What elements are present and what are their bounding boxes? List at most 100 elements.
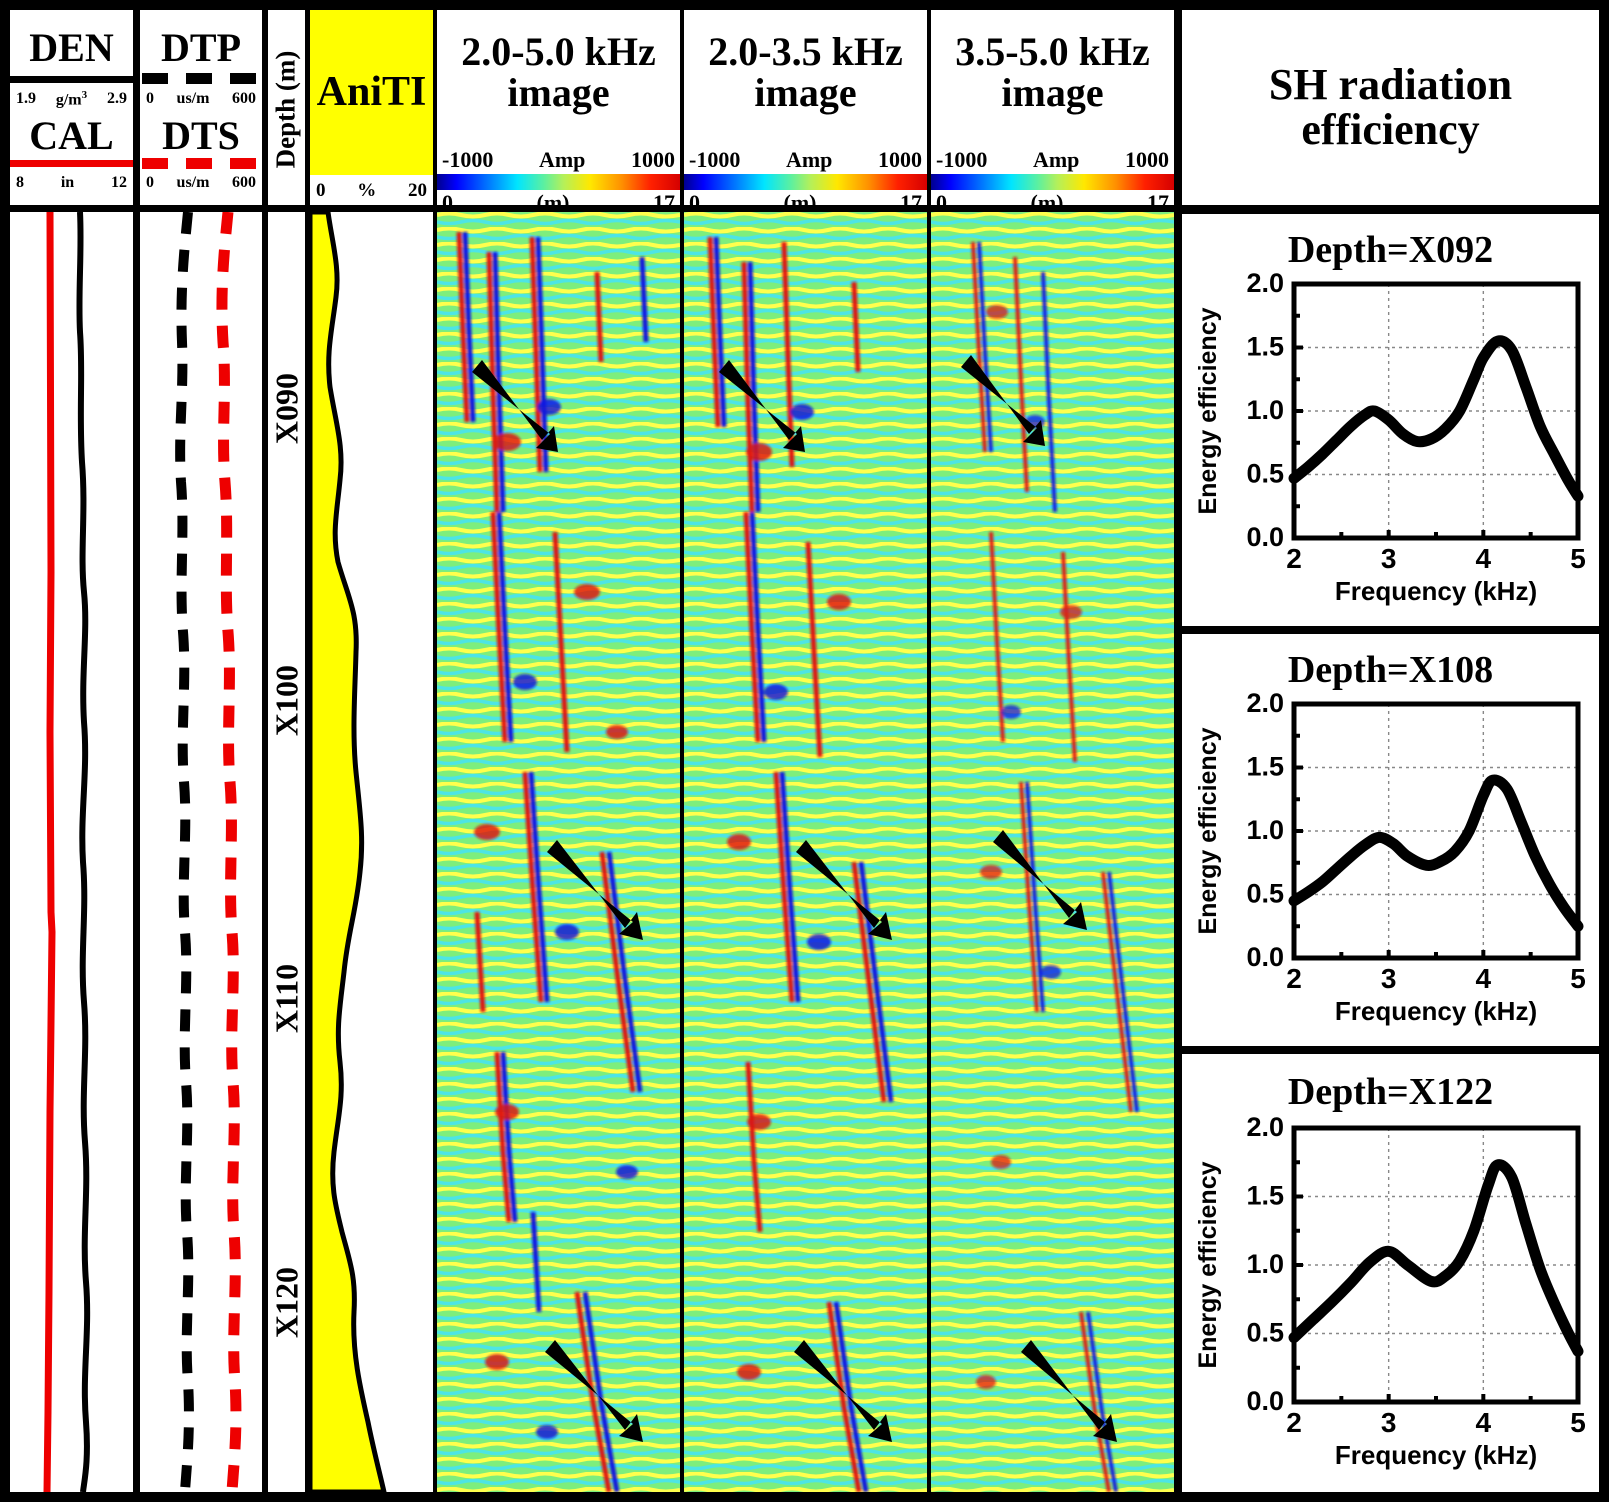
depth-header: Depth (m) — [268, 10, 305, 205]
cal-scale-max: 12 — [111, 174, 127, 191]
svg-text:1.0: 1.0 — [1246, 1249, 1284, 1279]
aniti-title-box: AniTI — [310, 10, 433, 175]
image-track-1-colorbar — [437, 174, 680, 190]
aniti-title: AniTI — [316, 69, 427, 116]
dtp-scale-row: 0 us/m 600 — [140, 86, 262, 112]
svg-text:2.0: 2.0 — [1246, 688, 1284, 718]
image-track-2-amp-min: -1000 — [689, 147, 741, 172]
svg-text:1.0: 1.0 — [1246, 815, 1284, 845]
seismic-image-3 — [931, 212, 1174, 1492]
aniti-scale-min: 0 — [316, 179, 326, 201]
image-track-2-colorbar — [684, 174, 927, 190]
den-scale-min: 1.9 — [16, 90, 36, 107]
image-track-3-dist-min: 0 — [936, 190, 947, 205]
image-track-3 — [931, 212, 1174, 1492]
dtp-dts-curve-track — [140, 211, 262, 1493]
dtp-dts-curves — [175, 211, 242, 1493]
efficiency-chart-1-plot: 0.0 0.5 1.0 1.5 2.0 2 3 4 5 Frequency (kHz) Energy… — [1194, 268, 1586, 606]
image-track-2-dist-label: (m) — [783, 190, 817, 205]
image-track-2-title-line1: 2.0-3.5 kHz — [708, 29, 903, 74]
image-track-3-dist-labels: 0 (m) 17 — [931, 190, 1174, 205]
aniti-unit: % — [357, 179, 377, 201]
den-cal-curve-track — [10, 211, 133, 1493]
annotation-arrow-1 — [472, 360, 558, 452]
image-track-2-dist-min: 0 — [689, 190, 700, 205]
den-cal-header: DEN 1.9 g/m3 2.9 CAL 8 in 12 — [10, 10, 133, 205]
svg-text:Energy efficiency: Energy efficiency — [1194, 727, 1222, 934]
image-track-1-title: 2.0-5.0 kHz image — [437, 29, 680, 115]
image-track-1 — [437, 212, 680, 1492]
svg-text:5: 5 — [1570, 1407, 1586, 1438]
svg-text:0.0: 0.0 — [1246, 522, 1284, 552]
efficiency-chart-2-title: Depth=X108 — [1287, 649, 1494, 691]
sh-panel-title: SH radiation efficiency — [1269, 62, 1512, 154]
image-track-2-title-line2: image — [754, 69, 857, 115]
cal-curve — [43, 211, 56, 1493]
image-track-3-header: 3.5-5.0 kHz image -1000 Amp 1000 0 (m) 1… — [931, 10, 1174, 205]
svg-text:1.5: 1.5 — [1246, 332, 1284, 362]
efficiency-chart-3-plot: 0.0 0.5 1.0 1.5 2.0 2 3 4 5 Frequency (kHz) Energy… — [1194, 1112, 1586, 1470]
annotation-arrow-3 — [794, 1340, 892, 1442]
image-track-2-header: 2.0-3.5 kHz image -1000 Amp 1000 0 (m) 1… — [684, 10, 927, 205]
svg-text:1.0: 1.0 — [1246, 395, 1284, 425]
image-track-2-dist-max: 17 — [899, 190, 922, 205]
seismic-image-1 — [437, 212, 680, 1492]
aniti-header: AniTI 0 % 20 — [310, 10, 433, 205]
den-cal-curves — [43, 211, 91, 1493]
svg-text:3: 3 — [1381, 1407, 1397, 1438]
image-track-3-amp-max: 1000 — [1125, 147, 1169, 172]
depth-label-x120: X120 — [268, 1266, 305, 1339]
depth-track: X090 X100 X110 X120 — [268, 212, 305, 1492]
dtp-curve — [175, 211, 194, 1493]
efficiency-chart-3-title: Depth=X122 — [1287, 1071, 1494, 1113]
image-track-3-title: 3.5-5.0 kHz image — [931, 29, 1174, 114]
dts-curve-label: DTS — [162, 113, 240, 158]
annotation-arrow-2 — [547, 840, 643, 940]
cal-line-swatch — [10, 160, 133, 167]
svg-text:3: 3 — [1381, 543, 1397, 574]
sh-panel-title-line2: efficiency — [1301, 104, 1480, 154]
image-track-2-dist-labels: 0 (m) 17 — [684, 190, 927, 205]
svg-text:Energy efficiency: Energy efficiency — [1194, 1161, 1222, 1368]
annotation-arrow-1 — [719, 360, 805, 452]
svg-text:1.5: 1.5 — [1246, 752, 1284, 782]
depth-label-x100: X100 — [268, 664, 305, 737]
svg-text:2: 2 — [1286, 543, 1302, 574]
image-track-3-title-line1: 3.5-5.0 kHz — [955, 29, 1150, 74]
efficiency-chart-2-plot: 0.0 0.5 1.0 1.5 2.0 2 3 4 5 Frequency (kHz) Energy… — [1194, 688, 1586, 1026]
efficiency-chart-2: Depth=X108 0.0 0.5 1.0 1.5 2.0 2 3 4 5 Frequency … — [1182, 634, 1599, 1046]
annotation-arrow-3 — [1021, 1340, 1117, 1442]
image-track-3-amp-labels: -1000 Amp 1000 — [931, 146, 1174, 174]
svg-text:0.0: 0.0 — [1246, 942, 1284, 972]
image-track-1-amp-min: -1000 — [442, 147, 494, 172]
image-track-2 — [684, 212, 927, 1492]
annotation-arrow-3 — [545, 1340, 643, 1442]
svg-text:5: 5 — [1570, 543, 1586, 574]
svg-text:0.5: 0.5 — [1246, 1318, 1284, 1348]
dtp-scale-min: 0 — [146, 90, 154, 107]
svg-text:5: 5 — [1570, 963, 1586, 994]
cal-scale-row: 8 in 12 — [10, 170, 133, 196]
image-track-2-amp-max: 1000 — [878, 147, 922, 172]
seismic-image-2 — [684, 212, 927, 1492]
image-track-1-amp-labels: -1000 Amp 1000 — [437, 146, 680, 174]
svg-text:4: 4 — [1476, 543, 1492, 574]
svg-text:Energy efficiency: Energy efficiency — [1194, 307, 1222, 514]
svg-text:2.0: 2.0 — [1246, 268, 1284, 298]
image-track-1-title-line1: 2.0-5.0 kHz — [461, 29, 656, 74]
aniti-scale-max: 20 — [408, 179, 427, 201]
efficiency-chart-1: Depth=X092 0.0 0.5 1.0 1.5 2.0 2 3 4 5 Frequency … — [1182, 214, 1599, 626]
svg-text:Frequency (kHz): Frequency (kHz) — [1335, 1440, 1537, 1470]
svg-text:Frequency (kHz): Frequency (kHz) — [1335, 996, 1537, 1026]
depth-header-label: Depth (m) — [270, 50, 301, 169]
efficiency-chart-3: Depth=X122 0.0 0.5 1.0 1.5 2.0 2 3 4 5 Frequency … — [1182, 1054, 1599, 1492]
aniti-track — [307, 209, 433, 1495]
svg-text:Frequency (kHz): Frequency (kHz) — [1335, 576, 1537, 606]
image-track-1-title-line2: image — [507, 69, 610, 115]
cal-curve-label: CAL — [29, 113, 114, 158]
dts-scale-row: 0 us/m 600 — [140, 170, 262, 196]
image-track-1-dist-labels: 0 (m) 17 — [437, 190, 680, 205]
dts-line-swatch — [142, 158, 260, 169]
svg-text:0.5: 0.5 — [1246, 459, 1284, 489]
dtp-scale-max: 600 — [232, 90, 256, 107]
